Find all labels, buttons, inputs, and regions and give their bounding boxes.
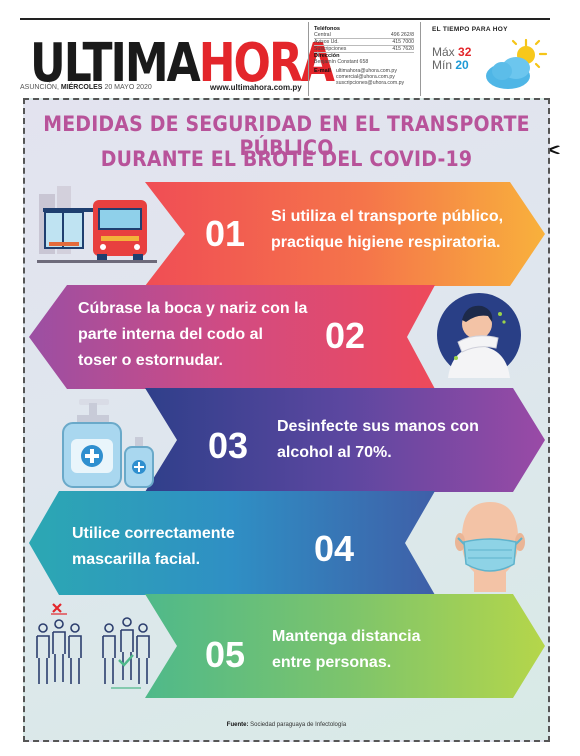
step-text-05: Mantenga distancia entre personas. xyxy=(272,624,420,676)
phones-heading: Teléfonos xyxy=(314,26,341,32)
step-text-04: Utilice correctamente mascarilla facial. xyxy=(72,521,235,573)
top-rule xyxy=(20,18,550,20)
phone-row: Suscripciones 415 7620 xyxy=(314,46,414,53)
max-label: Máx xyxy=(432,45,455,59)
step-banner-02 xyxy=(29,285,435,389)
step-text-03: Desinfecte sus manos con alcohol al 70%. xyxy=(277,414,479,466)
temperatures: Máx 32 Mín 20 xyxy=(432,46,471,72)
step-line: parte interna del codo al xyxy=(78,326,263,343)
step-number-05: 05 xyxy=(205,634,246,675)
logo-ultima: ULTIMA xyxy=(30,32,201,95)
dateline-day: MIÉRCOLES xyxy=(60,84,103,91)
weather-block: EL TIEMPO PARA HOY Máx 32 Mín 20 xyxy=(432,26,550,89)
dateline-date: 20 MAYO 2020 xyxy=(104,84,152,91)
phone-row: Avisos Ud. 415 7000 xyxy=(314,39,414,46)
step-banner-04 xyxy=(29,491,435,595)
phone-row: Central 496 262/8 xyxy=(314,32,414,39)
face-mask-icon xyxy=(455,502,525,592)
email-link[interactable]: ultimahora@uhora.com.py xyxy=(336,68,397,74)
social-distance-icon xyxy=(36,603,150,689)
step-line: toser o estornudar. xyxy=(78,352,223,369)
step-banner-01 xyxy=(145,182,545,286)
infographic: MEDIDAS DE SEGURIDAD EN EL TRANSPORTE PÚ… xyxy=(23,98,550,742)
dateline-city: ASUNCIÓN, xyxy=(20,84,59,91)
step-number-03: 03 xyxy=(208,425,249,466)
source-credit: Fuente: Sociedad paraguaya de Infectolog… xyxy=(25,722,548,728)
email-link[interactable]: suscripciones@uhora.com.py xyxy=(336,80,405,86)
step-banner-05 xyxy=(145,594,545,698)
step-text-02: Cúbrase la boca y nariz con la parte int… xyxy=(78,296,307,374)
step-line: entre personas. xyxy=(272,654,392,671)
step-line: Desinfecte sus manos con xyxy=(277,418,479,435)
step-line: Si utiliza el transporte público, xyxy=(271,208,504,225)
step-text-01: Si utiliza el transporte público, practi… xyxy=(271,204,503,256)
phone-value: 415 7000 xyxy=(392,39,414,45)
phone-value: 496 262/8 xyxy=(390,32,414,38)
email-heading: E-mail xyxy=(314,68,331,74)
infographic-title-line1: MEDIDAS DE SEGURIDAD EN EL TRANSPORTE PÚ… xyxy=(43,112,530,160)
phone-value: 415 7620 xyxy=(392,46,414,52)
dateline: ASUNCIÓN, MIÉRCOLES 20 MAYO 2020 xyxy=(20,84,152,91)
website-link[interactable]: www.ultimahora.com.py xyxy=(210,83,302,92)
step-number-02: 02 xyxy=(325,315,366,356)
step-line: Mantenga distancia xyxy=(272,628,421,645)
infographic-title-line2: DURANTE EL BROTE DEL COVID-19 xyxy=(100,147,473,171)
bus-stop-icon xyxy=(37,186,157,263)
step-line: Cúbrase la boca y nariz con la xyxy=(78,300,308,317)
weather-title: EL TIEMPO PARA HOY xyxy=(432,26,508,33)
phone-label: Avisos Ud. xyxy=(314,39,339,45)
min-temp: 20 xyxy=(455,58,469,72)
phone-label: Central xyxy=(314,32,331,38)
email-link[interactable]: comercial@uhora.com.py xyxy=(336,74,395,80)
source-label: Fuente: xyxy=(226,722,249,728)
step-line: practique higiene respiratoria. xyxy=(271,234,501,251)
logo-hora: HORA xyxy=(198,32,335,95)
max-temp: 32 xyxy=(458,45,472,59)
step-line: Utilice correctamente xyxy=(72,525,235,542)
step-line: alcohol al 70%. xyxy=(277,444,392,461)
address-heading: Dirección xyxy=(314,53,340,59)
source-text: Sociedad paraguaya de Infectología xyxy=(250,722,347,728)
step-number-01: 01 xyxy=(205,213,246,254)
sanitizer-bottle-icon xyxy=(62,399,154,488)
divider xyxy=(420,22,421,96)
min-label: Mín xyxy=(432,58,453,72)
contact-block: Teléfonos Central 496 262/8 Avisos Ud. 415… xyxy=(314,26,414,86)
address: Benjamín Constant 658 xyxy=(314,59,369,65)
divider xyxy=(308,22,309,96)
email-block: E-mail ultimahora@uhora.com.py comercial… xyxy=(314,68,414,86)
phone-label: Suscripciones xyxy=(314,46,347,52)
step-number-04: 04 xyxy=(314,528,355,569)
step-line: mascarilla facial. xyxy=(72,551,201,568)
masthead: ULTIMAHORA ASUNCIÓN, MIÉRCOLES 20 MAYO 2… xyxy=(20,18,550,96)
sun-cloud-icon xyxy=(486,38,548,89)
step-banner-03 xyxy=(145,388,545,492)
newspaper-logo[interactable]: ULTIMAHORA xyxy=(30,26,335,102)
sneezing-person-icon xyxy=(437,293,521,378)
